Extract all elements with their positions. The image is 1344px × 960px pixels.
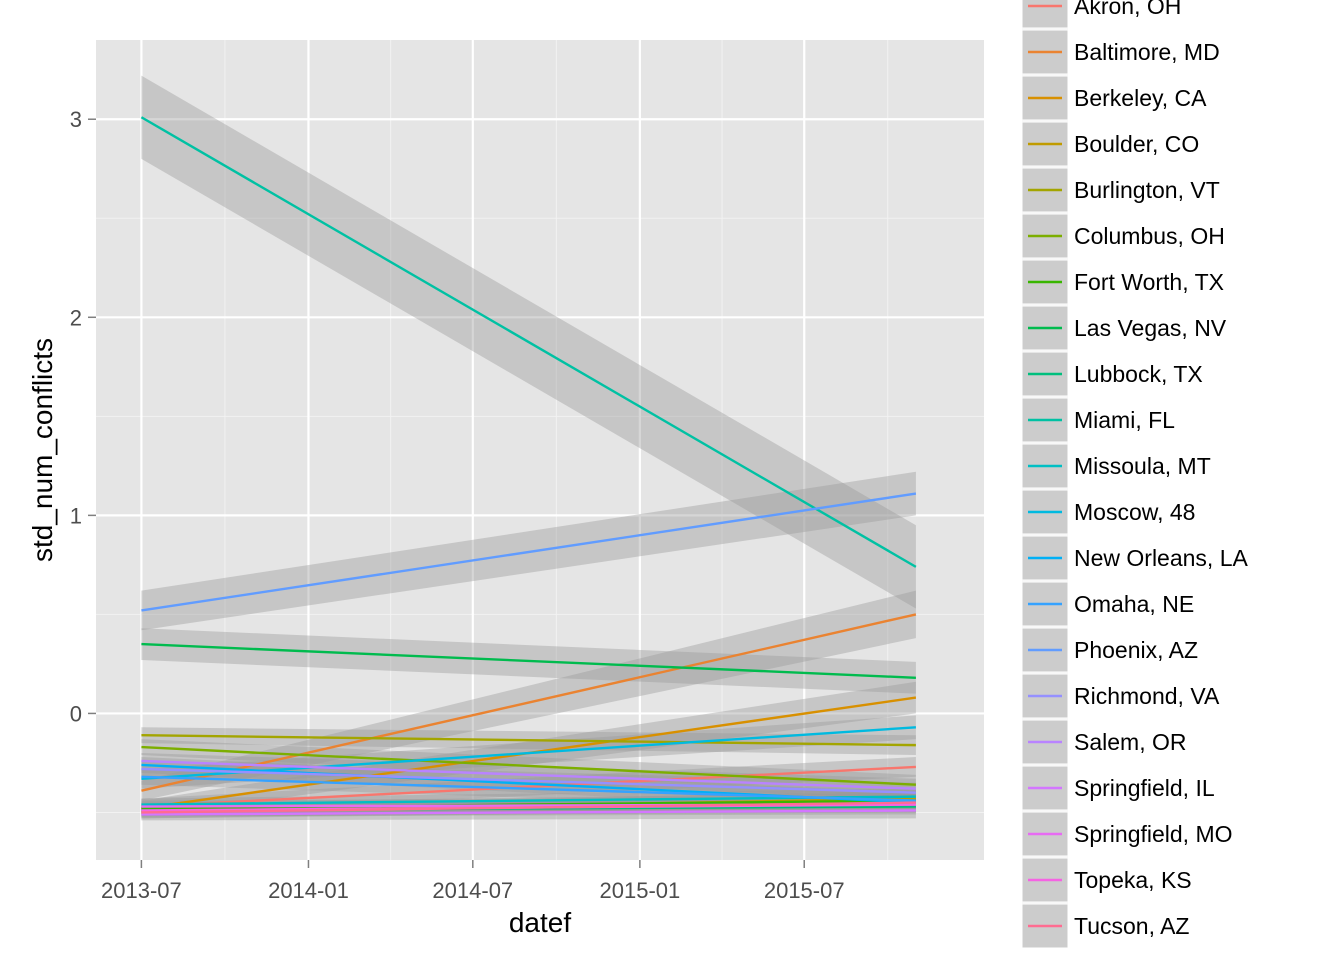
legend-key [1021, 0, 1069, 29]
series-line [141, 767, 916, 794]
legend-label: Lubbock, TX [1074, 361, 1203, 387]
legend-label: Springfield, MO [1074, 821, 1233, 847]
series-line [141, 734, 916, 747]
legend-label: Richmond, VA [1074, 683, 1220, 709]
legend-label: Topeka, KS [1074, 867, 1192, 893]
legend-label: Tucson, AZ [1074, 913, 1189, 939]
y-axis: 0 1 2 3 [70, 107, 96, 726]
legend-label: Las Vegas, NV [1074, 315, 1227, 341]
legend: Akron, OH Baltimore, MD Berkeley, CA Boulde… [1021, 0, 1249, 949]
legend-label: Moscow, 48 [1074, 499, 1195, 525]
y-tick-label: 2 [70, 305, 82, 330]
legend-label: Fort Worth, TX [1074, 269, 1224, 295]
legend-label: Salem, OR [1074, 729, 1186, 755]
legend-label: Springfield, IL [1074, 775, 1215, 801]
y-tick-label: 3 [70, 107, 82, 132]
y-tick-label: 1 [70, 503, 82, 528]
series-line [141, 613, 917, 792]
x-tick-label: 2013-07 [101, 878, 182, 903]
series-line [141, 642, 916, 679]
legend-label: Baltimore, MD [1074, 39, 1220, 65]
legend-label: Akron, OH [1074, 0, 1181, 19]
series-line [141, 765, 916, 808]
series-line [141, 492, 917, 612]
x-tick-label: 2015-01 [600, 878, 681, 903]
series-line [141, 759, 916, 790]
x-tick-label: 2014-07 [432, 878, 513, 903]
legend-label: Missoula, MT [1074, 453, 1211, 479]
legend-label: Columbus, OH [1074, 223, 1225, 249]
confidence-band [141, 590, 916, 801]
legend-label: Phoenix, AZ [1074, 637, 1198, 663]
legend-label: Berkeley, CA [1074, 85, 1207, 111]
x-axis-title: datef [509, 907, 571, 938]
series-line [141, 775, 916, 802]
x-tick-label: 2014-01 [268, 878, 349, 903]
y-tick-label: 0 [70, 701, 82, 726]
x-axis: 2013-07 2014-01 2014-07 2015-01 2015-07 [101, 860, 845, 903]
legend-label: Burlington, VT [1074, 177, 1220, 203]
minor-gridlines [96, 40, 984, 860]
series-line [141, 801, 916, 814]
legend-label: Miami, FL [1074, 407, 1175, 433]
major-gridlines [96, 40, 984, 860]
series-line [140, 116, 917, 568]
series-line [141, 809, 916, 816]
legend-label: New Orleans, LA [1074, 545, 1249, 571]
legend-label: Boulder, CO [1074, 131, 1199, 157]
series-line [141, 745, 916, 786]
legend-label: Omaha, NE [1074, 591, 1194, 617]
x-tick-label: 2015-07 [764, 878, 845, 903]
series-line [141, 795, 916, 806]
y-axis-title: std_num_conflicts [27, 338, 58, 562]
series-lines [140, 116, 917, 816]
